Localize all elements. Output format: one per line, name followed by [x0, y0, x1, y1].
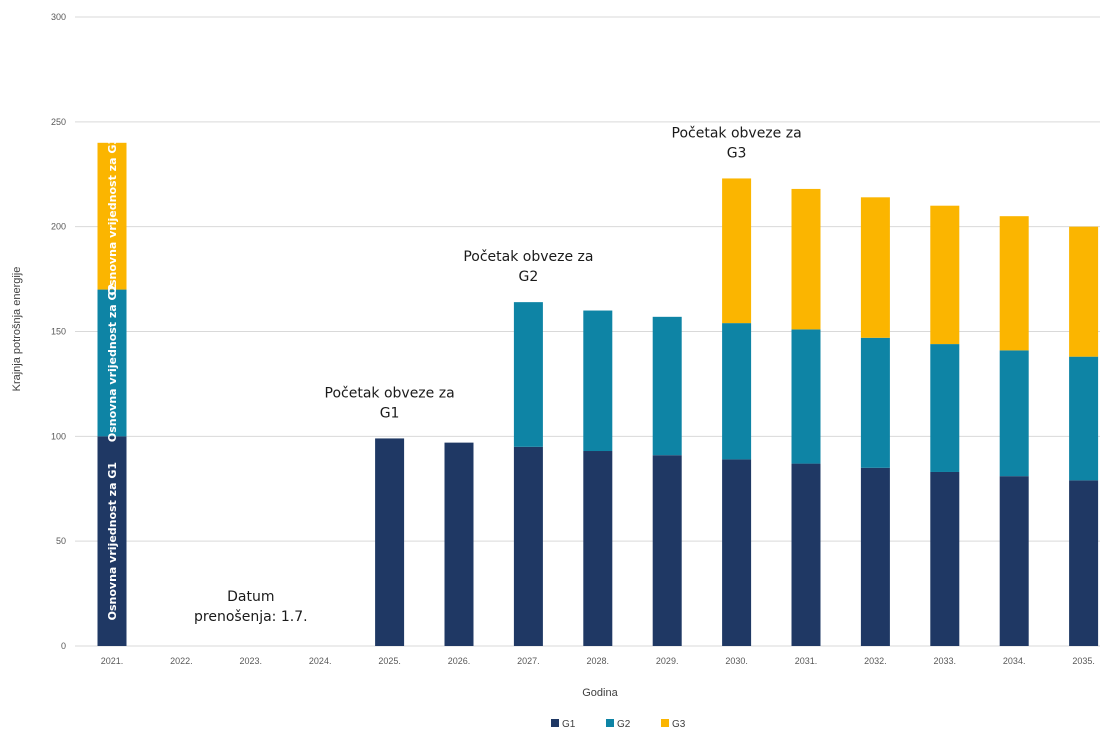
x-tick-label: 2028. [587, 656, 610, 666]
bar-g2-2029 [652, 316, 682, 456]
y-tick-label: 250 [51, 117, 66, 127]
annotation-line: Početak obveze za [463, 249, 593, 265]
bar-g3-2035 [1069, 226, 1099, 357]
x-tick-label: 2023. [240, 656, 263, 666]
bar-inline-label: Osnovna vrijednost za G1 [106, 462, 119, 620]
bar-g1-2026 [444, 442, 474, 646]
bar-g1-2029 [652, 455, 682, 646]
bar-g2-2034 [999, 350, 1029, 477]
y-tick-label: 100 [51, 431, 66, 441]
bar-g1-2032 [860, 467, 890, 646]
legend-label: G2 [617, 719, 631, 730]
bar-g3-2034 [999, 216, 1029, 351]
bar-g1-2027 [513, 446, 543, 646]
legend: G1 G2 G3 [551, 719, 686, 730]
bar-g2-2032 [860, 337, 890, 468]
y-tick-label: 150 [51, 327, 66, 337]
annotations: Datum prenošenja: 1.7. Početak obveze za G1… [194, 125, 802, 624]
annotation: Početak obveze za G2 [463, 249, 593, 285]
legend-item-g1: G1 [551, 719, 576, 730]
annotation-line: Početak obveze za [325, 385, 455, 401]
x-tick-label: 2030. [725, 656, 748, 666]
bars [97, 142, 1099, 646]
legend-swatch [661, 719, 669, 727]
y-tick-label: 0 [61, 641, 66, 651]
annotation-line: G2 [519, 269, 539, 285]
legend-swatch [551, 719, 559, 727]
x-tick-label: 2033. [934, 656, 957, 666]
annotation-line: G1 [380, 405, 400, 421]
x-tick-label: 2032. [864, 656, 887, 666]
x-tick-label: 2022. [170, 656, 193, 666]
bar-g2-2031 [791, 329, 821, 464]
x-tick-label: 2027. [517, 656, 540, 666]
annotation: Datum prenošenja: 1.7. [194, 589, 308, 625]
bar-g1-2035 [1069, 480, 1099, 646]
bar-g1-2028 [583, 451, 613, 646]
legend-item-g2: G2 [606, 719, 631, 730]
y-tick-label: 200 [51, 222, 66, 232]
bar-labels: Osnovna vrijednost za G1 Osnovna vrijedno… [106, 137, 119, 620]
bar-g1-2021 [97, 436, 127, 646]
legend-label: G1 [562, 719, 576, 730]
x-axis-title: Godina [582, 687, 618, 699]
y-axis-title: Krajnja potrošnja energije [11, 267, 23, 392]
x-tick-label: 2029. [656, 656, 679, 666]
annotation-line: Datum [227, 589, 274, 605]
annotation-line: prenošenja: 1.7. [194, 609, 308, 625]
annotation-line: G3 [727, 145, 747, 161]
bar-inline-label: Osnovna vrijednost za G2 [106, 284, 119, 442]
bar-g2-2033 [930, 344, 960, 472]
x-tick-label: 2031. [795, 656, 818, 666]
bar-g3-2031 [791, 188, 821, 330]
x-tick-label: 2034. [1003, 656, 1026, 666]
x-tick-label: 2035. [1072, 656, 1095, 666]
bar-g1-2031 [791, 463, 821, 646]
bar-g1-2033 [930, 471, 960, 646]
bar-g2-2030 [722, 323, 752, 460]
bar-g3-2032 [860, 197, 890, 338]
legend-label: G3 [672, 719, 686, 730]
y-tick-label: 50 [56, 536, 66, 546]
legend-swatch [606, 719, 614, 727]
bar-g1-2030 [722, 459, 752, 646]
bar-g1-2034 [999, 476, 1029, 646]
annotation-line: Početak obveze za [672, 125, 802, 141]
annotation: Početak obveze za G1 [325, 385, 455, 421]
x-axis-ticks: 2021. 2022. 2023. 2024. 2025. 2026. 2027. 2028.… [101, 656, 1095, 666]
bar-inline-label: Osnovna vrijednost za G3 [106, 137, 119, 295]
bar-g2-2028 [583, 310, 613, 452]
bar-g2-2035 [1069, 356, 1099, 481]
x-tick-label: 2025. [378, 656, 401, 666]
bar-g3-2030 [722, 178, 752, 324]
bar-g3-2021 [97, 142, 127, 290]
x-tick-label: 2021. [101, 656, 124, 666]
bar-g2-2021 [97, 289, 127, 437]
y-tick-label: 300 [51, 12, 66, 22]
bar-g1-2025 [375, 438, 405, 646]
annotation: Početak obveze za G3 [672, 125, 802, 161]
bar-g3-2033 [930, 205, 960, 345]
y-axis-ticks: 0 50 100 150 200 250 300 [51, 12, 66, 651]
x-tick-label: 2026. [448, 656, 471, 666]
x-tick-label: 2024. [309, 656, 332, 666]
bar-g2-2027 [513, 302, 543, 447]
legend-item-g3: G3 [661, 719, 686, 730]
